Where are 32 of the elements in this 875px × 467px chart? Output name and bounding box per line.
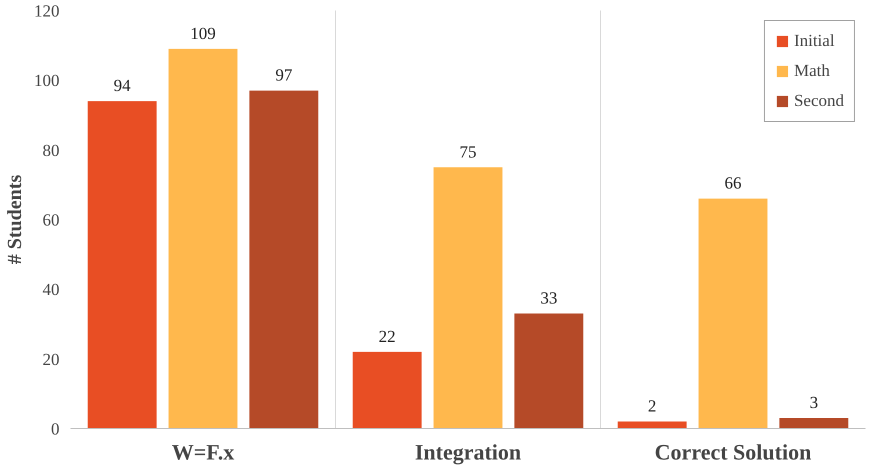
- y-tick-label: 20: [42, 350, 60, 369]
- data-label: 97: [275, 66, 293, 85]
- data-label: 75: [460, 142, 476, 162]
- data-label: 33: [540, 288, 558, 308]
- data-label: 94: [114, 76, 132, 96]
- bar: [618, 422, 687, 428]
- x-tick-label: Correct Solution: [654, 440, 812, 464]
- legend-label: Second: [794, 91, 844, 111]
- legend-label: Math: [794, 61, 830, 81]
- legend-label: Initial: [794, 31, 835, 51]
- bar: [698, 198, 768, 428]
- y-tick-label: 40: [42, 280, 60, 300]
- y-tick-label: 120: [34, 2, 60, 20]
- bar: [168, 48, 238, 428]
- data-label: 66: [724, 174, 742, 193]
- y-tick-label: 0: [51, 420, 60, 438]
- bar: [88, 101, 157, 428]
- x-tick-label: Integration: [414, 440, 522, 464]
- bar: [434, 167, 502, 428]
- y-tick-label: 80: [42, 140, 60, 160]
- data-label: 2: [648, 396, 656, 416]
- y-axis-title: # Students: [4, 174, 26, 264]
- data-label: 3: [810, 393, 818, 412]
- y-tick-label: 60: [42, 210, 60, 230]
- bar: [352, 352, 422, 428]
- data-label: 22: [378, 326, 396, 346]
- x-tick-label: W=F.x: [172, 440, 234, 464]
- data-label: 109: [190, 24, 216, 43]
- bar: [514, 314, 584, 428]
- y-tick-label: 100: [34, 71, 60, 90]
- bar: [249, 90, 318, 428]
- bar: [779, 418, 848, 428]
